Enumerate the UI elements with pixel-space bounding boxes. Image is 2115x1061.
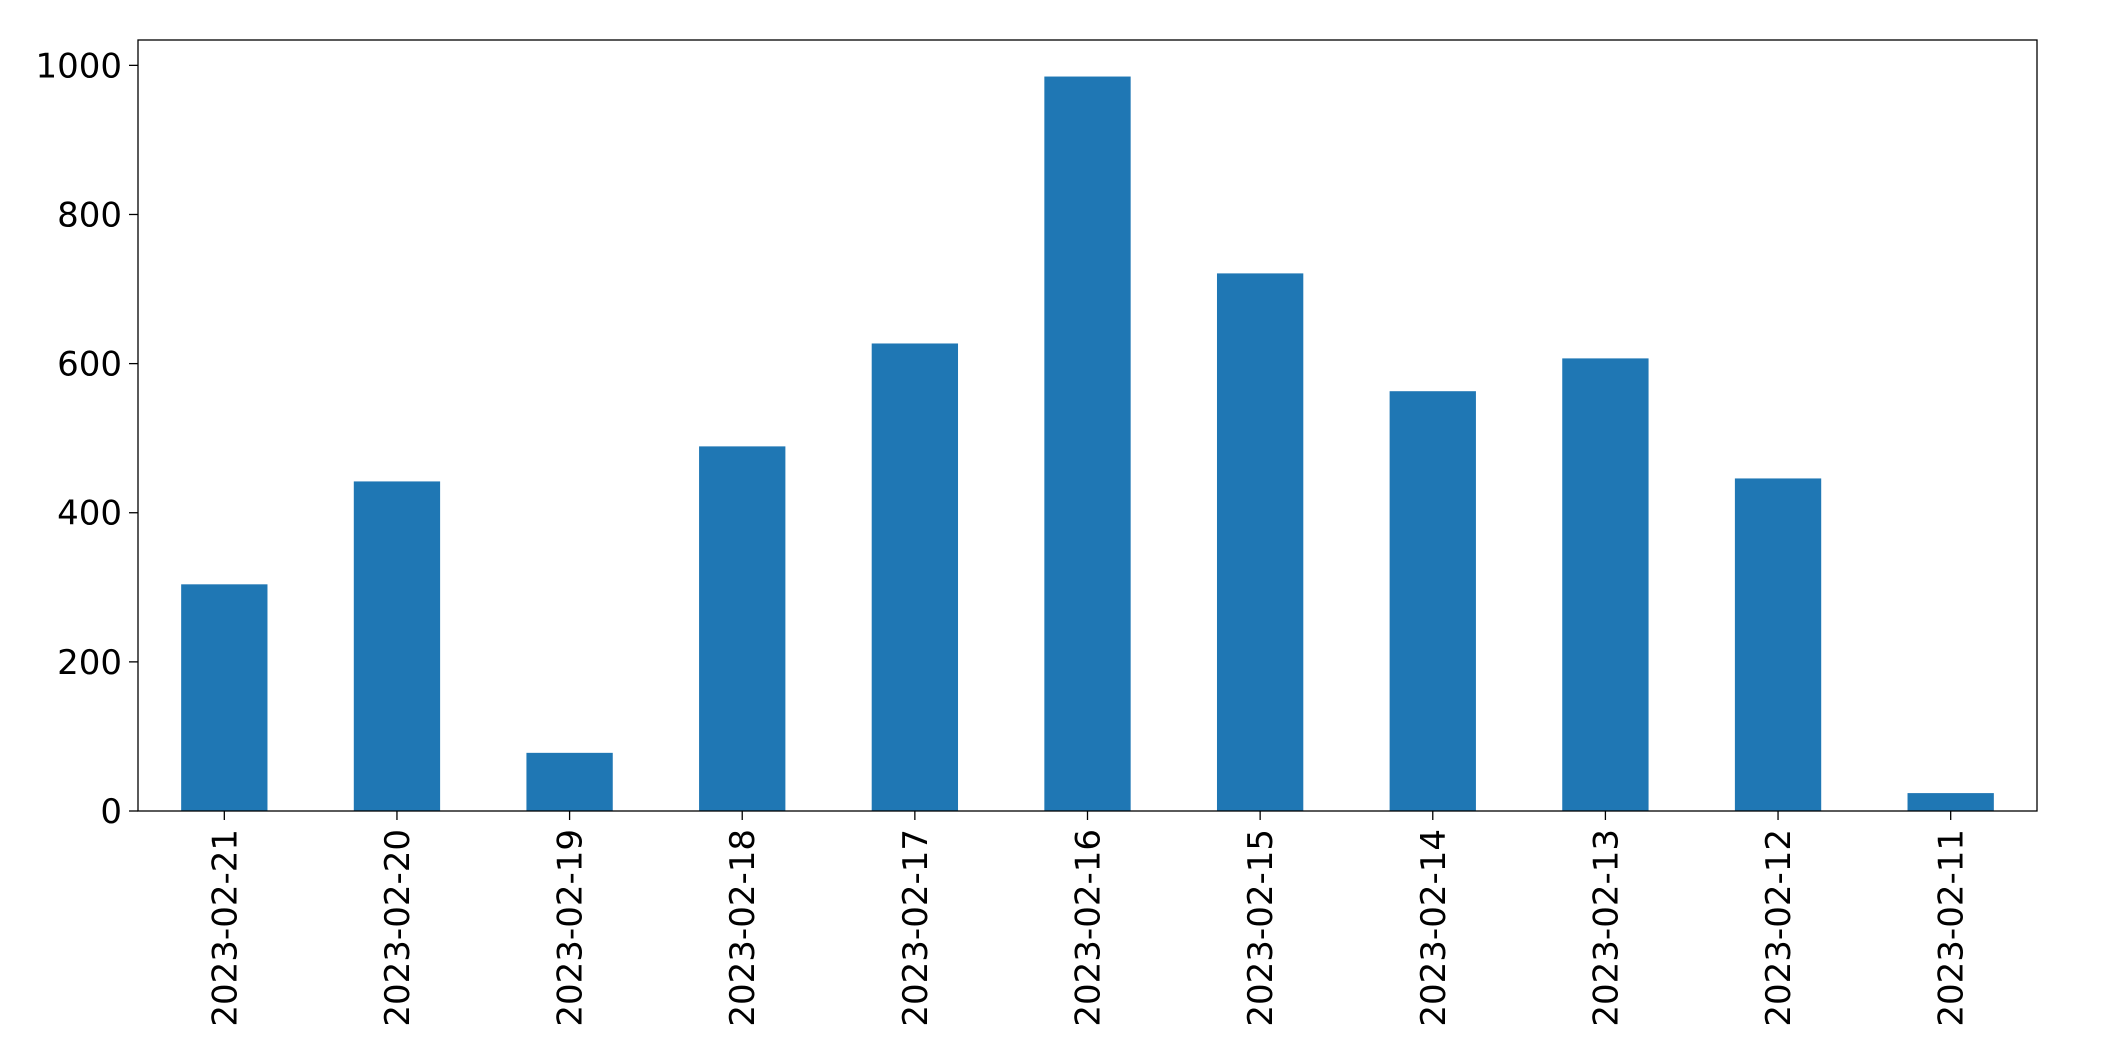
bar <box>526 752 613 811</box>
bar <box>1389 391 1476 811</box>
bar <box>699 446 786 811</box>
bar <box>1562 358 1649 811</box>
bar <box>1044 76 1131 812</box>
x-tick-label: 2023-02-12 <box>1759 829 1799 1027</box>
x-tick-label: 2023-02-20 <box>378 829 418 1027</box>
bar <box>1734 478 1822 811</box>
bar <box>1216 273 1304 811</box>
x-tick-label: 2023-02-15 <box>1241 829 1281 1027</box>
bar <box>353 481 441 811</box>
bar <box>871 343 959 811</box>
x-tick-label: 2023-02-11 <box>1932 829 1972 1027</box>
x-tick-label: 2023-02-14 <box>1414 829 1454 1027</box>
x-tick-label: 2023-02-21 <box>205 829 245 1027</box>
y-tick-label: 200 <box>57 643 122 683</box>
plot-frame <box>137 39 2038 812</box>
y-tick-label: 400 <box>57 494 122 534</box>
x-tick-label: 2023-02-13 <box>1586 829 1626 1027</box>
y-tick-label: 1000 <box>35 46 122 86</box>
x-tick-label: 2023-02-16 <box>1069 829 1109 1027</box>
y-tick-label: 0 <box>100 792 122 832</box>
x-tick-label: 2023-02-19 <box>551 829 591 1027</box>
y-tick-label: 600 <box>57 345 122 385</box>
x-tick-label: 2023-02-17 <box>896 829 936 1027</box>
bar <box>1907 793 1994 811</box>
y-tick-label: 800 <box>57 195 122 235</box>
x-tick-label: 2023-02-18 <box>723 829 763 1027</box>
bar <box>181 584 268 811</box>
